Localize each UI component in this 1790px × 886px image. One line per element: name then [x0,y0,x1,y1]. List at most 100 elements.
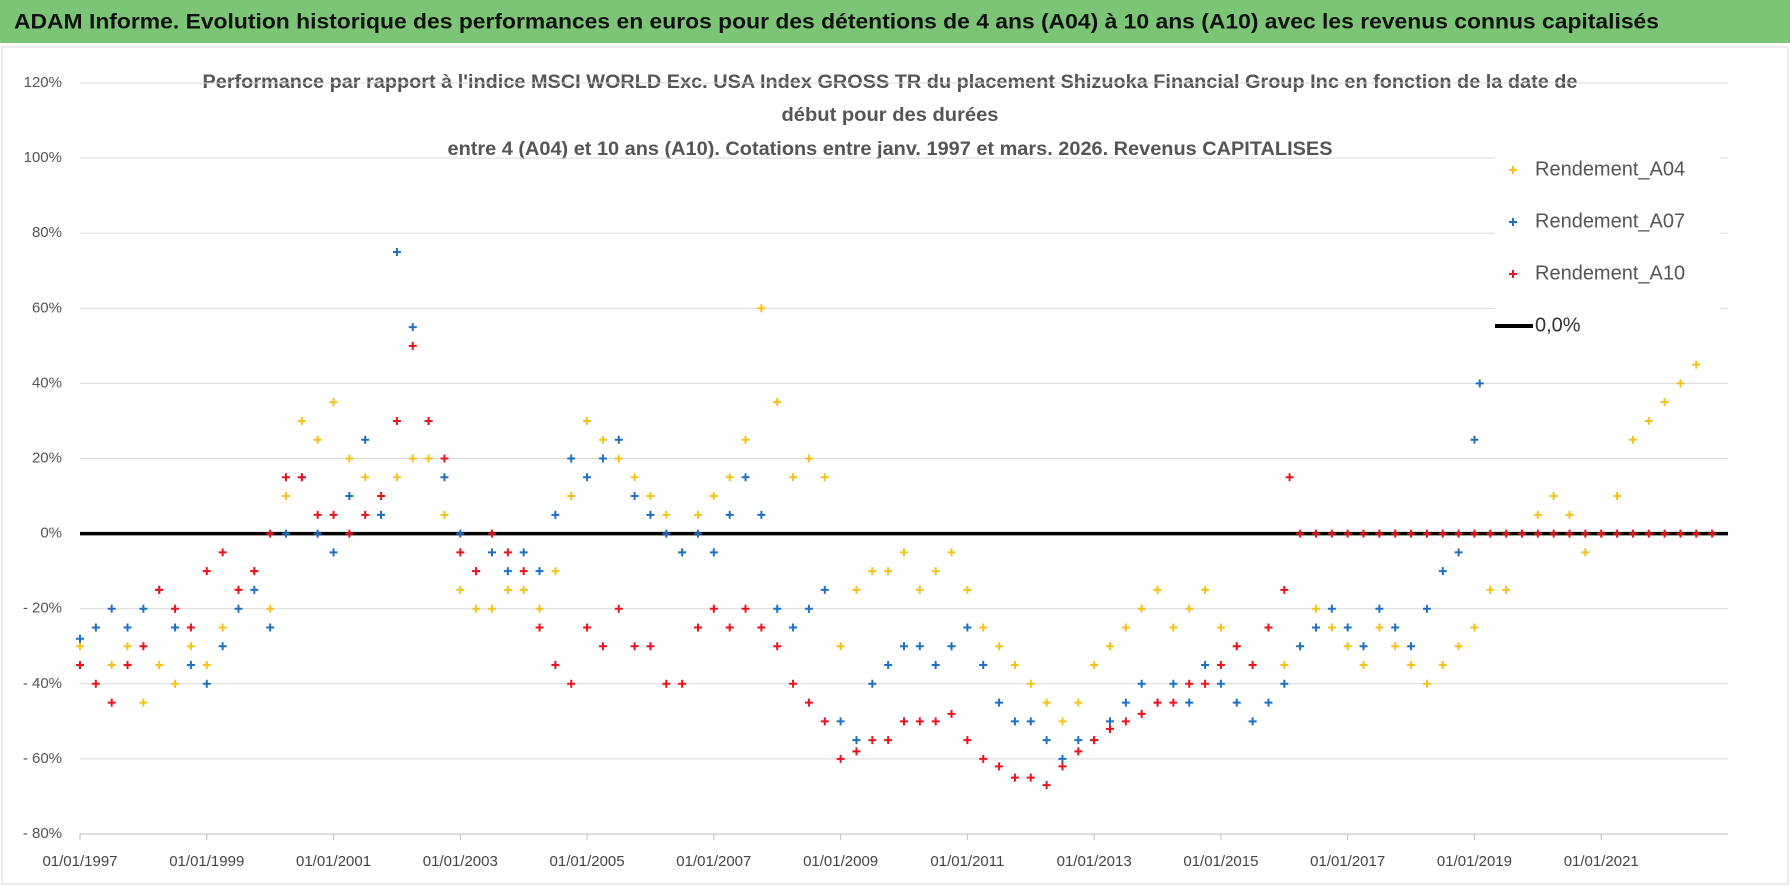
point [218,623,227,632]
chart-title: entre 4 (A04) et 10 ans (A10). Cotations… [448,139,1333,160]
point [804,698,813,707]
point [567,454,576,463]
point [551,661,560,670]
y-tick-label: - 20% [23,600,62,617]
legend-box [1495,144,1720,352]
point [424,416,433,425]
point [820,717,829,726]
point [789,623,798,632]
point [694,529,702,538]
point [1058,762,1067,771]
point [1090,661,1099,670]
point [1502,529,1511,538]
point [250,585,259,594]
point [1597,529,1606,538]
point [852,585,861,594]
point [1058,754,1067,763]
point [583,623,592,632]
point [519,548,528,557]
point [1438,661,1447,670]
point [488,529,496,538]
header-title: ADAM Informe. Evolution historique des p… [14,11,1659,34]
point [947,709,956,718]
point [1676,379,1685,388]
point [567,679,576,688]
point [503,548,512,557]
point [1692,360,1701,369]
point [1201,661,1210,670]
point [662,679,671,688]
point [1153,585,1162,594]
point [1106,642,1114,651]
point [1248,661,1257,670]
point [931,567,940,576]
point [107,698,116,707]
point [804,604,813,613]
point [1327,604,1336,613]
point [313,435,322,444]
point [266,529,275,538]
point [440,510,449,519]
point [1475,379,1484,388]
y-tick-label: 20% [32,449,62,466]
point [852,736,861,745]
point [694,510,702,519]
point [915,642,924,651]
point [757,510,766,519]
point [789,679,798,688]
point [1518,529,1526,538]
point [884,661,893,670]
point [741,473,750,482]
point [1312,604,1320,613]
point [519,585,528,594]
point [1169,623,1178,632]
point [503,567,512,576]
point [1502,585,1511,594]
point [725,510,734,519]
point [678,548,687,557]
point [1581,529,1590,538]
point [377,510,386,519]
point [171,604,180,613]
point [1407,661,1416,670]
point [630,642,639,651]
point [186,642,195,651]
point [1375,604,1384,613]
point [773,642,782,651]
point [456,585,465,594]
point [1628,435,1637,444]
point [915,717,924,726]
y-tick-label: 0% [40,525,62,542]
point [408,341,417,350]
y-tick-label: - 40% [23,675,62,692]
point [107,661,116,670]
x-tick-label: 01/01/2013 [1057,853,1132,870]
x-tick-label: 01/01/2011 [930,853,1004,870]
point [1613,492,1622,501]
point [1010,773,1019,782]
point [1327,529,1336,538]
legend-marker [1509,166,1517,174]
point [1074,747,1083,756]
point [155,661,164,670]
point [345,529,354,538]
point [218,548,227,557]
point [1280,679,1289,688]
point [1074,698,1083,707]
point [76,642,84,651]
point [1185,604,1194,613]
point [868,736,877,745]
point [1026,679,1035,688]
point [1232,642,1241,651]
point [630,492,639,501]
point [1644,416,1653,425]
point [963,736,972,745]
point [155,585,164,594]
point [1565,510,1574,519]
point [1359,661,1368,670]
point [1042,698,1051,707]
point [313,510,322,519]
point [583,473,592,482]
point [1216,623,1225,632]
point [915,585,924,594]
